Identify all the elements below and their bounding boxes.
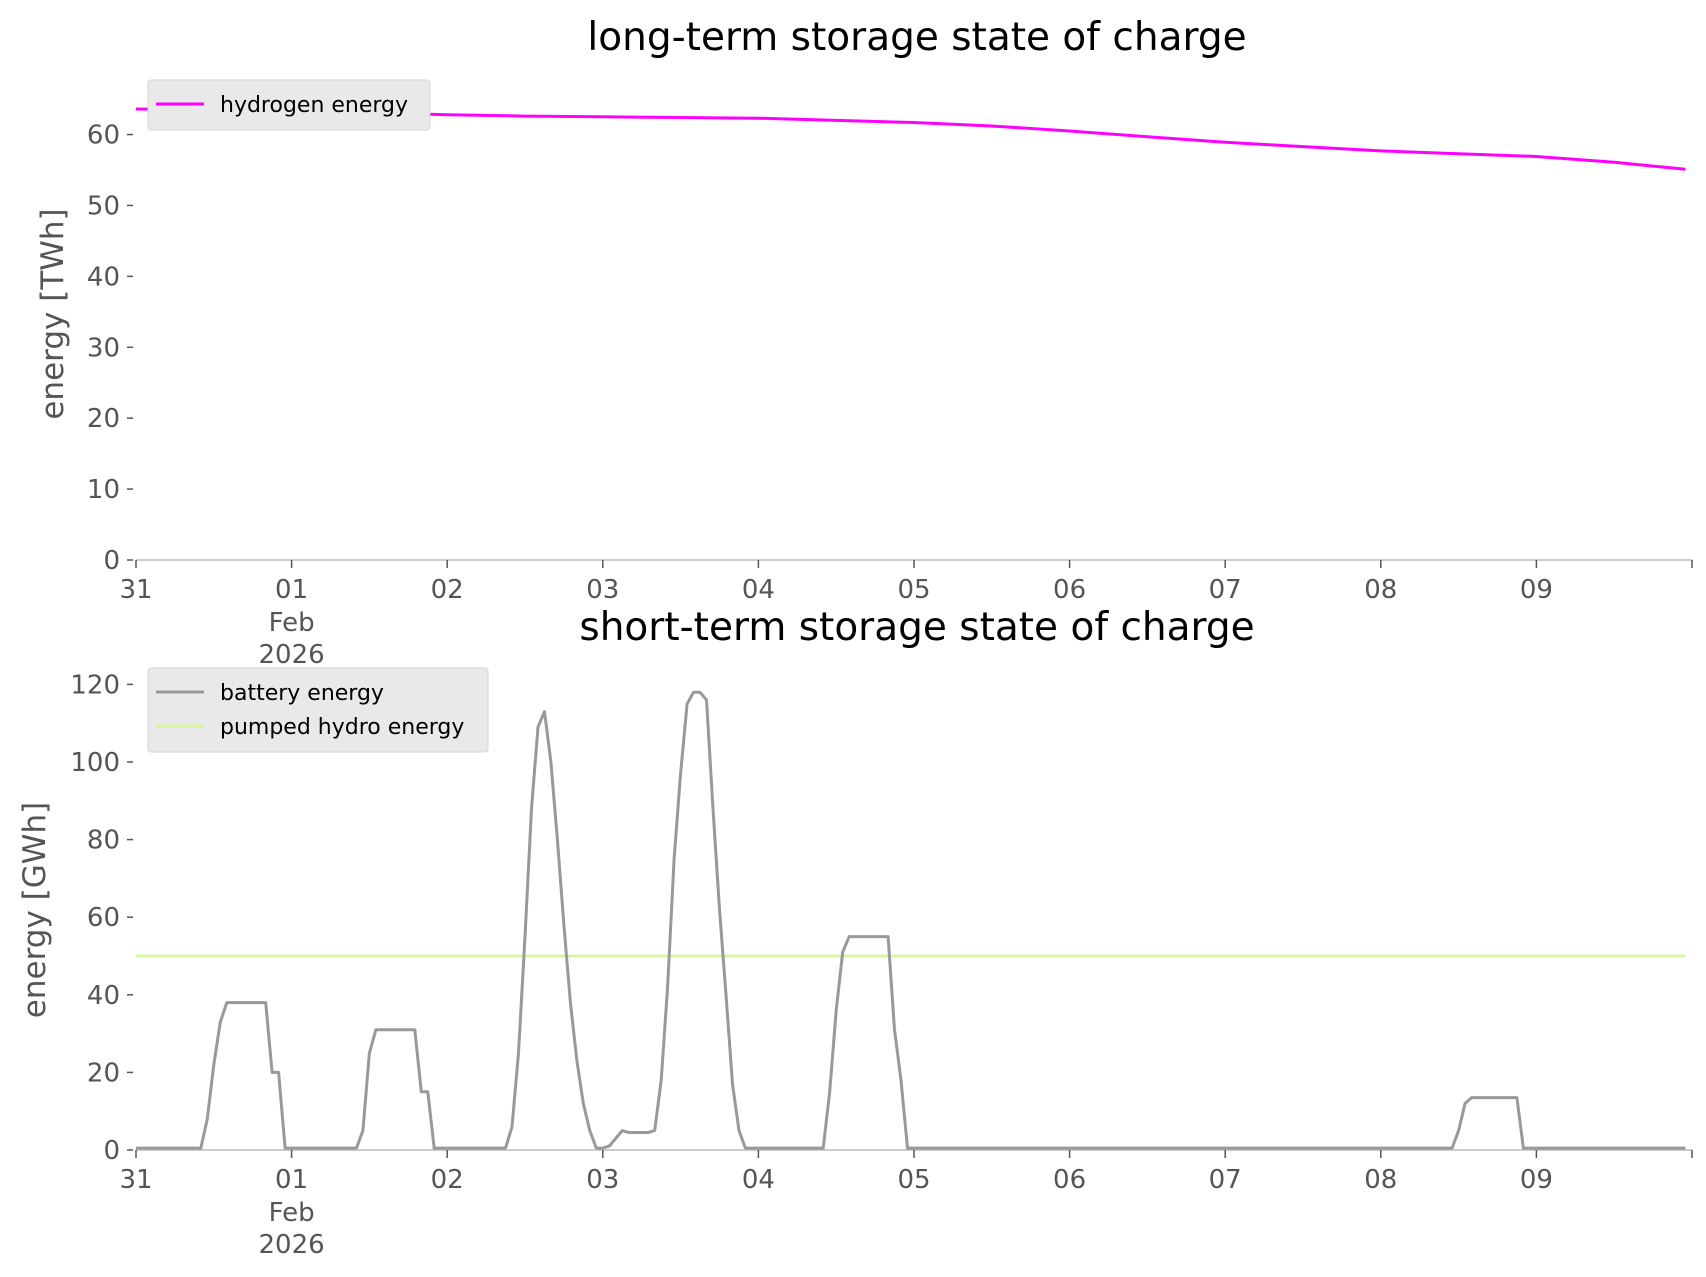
y-tick-label: 60 — [87, 903, 120, 933]
x-tick-label: 09 — [1520, 575, 1553, 605]
x-tick-label: 07 — [1209, 1165, 1242, 1195]
chart-title: short-term storage state of charge — [579, 605, 1254, 650]
x-tick-label: 05 — [897, 575, 930, 605]
x-tick-sublabel: Feb — [269, 1198, 315, 1228]
long-term-storage-chart: long-term storage state of charge energy… — [35, 15, 1693, 670]
x-tick-label: 31 — [119, 1165, 152, 1195]
y-tick-label: 100 — [70, 748, 120, 778]
chart-title: long-term storage state of charge — [587, 15, 1246, 60]
x-tick-label: 01 — [275, 1165, 308, 1195]
series-line-1 — [136, 690, 1686, 1150]
legend-box — [147, 667, 489, 753]
x-tick-label: 06 — [1053, 575, 1086, 605]
plot-lines — [135, 107, 1686, 171]
y-tick-label: 60 — [87, 121, 120, 151]
y-tick-label: 40 — [87, 981, 120, 1011]
x-tick-label: 03 — [586, 575, 619, 605]
legend-box — [147, 79, 431, 131]
legend: hydrogen energy — [147, 79, 431, 131]
x-tick-label: 04 — [742, 575, 775, 605]
legend-label: hydrogen energy — [220, 93, 408, 118]
x-tick-label: 31 — [119, 575, 152, 605]
y-axis-label: energy [GWh] — [17, 802, 53, 1018]
x-tick-label: 03 — [586, 1165, 619, 1195]
plot-lines — [136, 690, 1686, 1150]
y-tick-label: 30 — [87, 333, 120, 363]
x-tick-label: 02 — [431, 575, 464, 605]
x-tick-label: 09 — [1520, 1165, 1553, 1195]
x-tick-sublabel: 2026 — [259, 1230, 325, 1260]
x-tick-label: 01 — [275, 575, 308, 605]
short-term-storage-chart: short-term storage state of charge energ… — [17, 605, 1693, 1260]
x-tick-label: 08 — [1364, 1165, 1397, 1195]
x-tick-label: 05 — [897, 1165, 930, 1195]
y-tick-label: 80 — [87, 826, 120, 856]
y-tick-label: 50 — [87, 191, 120, 221]
y-tick-label: 0 — [103, 1136, 120, 1166]
y-tick-label: 20 — [87, 404, 120, 434]
x-tick-label: 06 — [1053, 1165, 1086, 1195]
y-tick-label: 10 — [87, 475, 120, 505]
x-tick-label: 04 — [742, 1165, 775, 1195]
y-axis-label: energy [TWh] — [35, 208, 71, 419]
legend: battery energy pumped hydro energy — [147, 667, 489, 753]
y-tick-label: 0 — [103, 546, 120, 576]
y-tick-label: 20 — [87, 1058, 120, 1088]
x-tick-sublabel: 2026 — [259, 640, 325, 670]
x-tick-label: 02 — [431, 1165, 464, 1195]
x-tick-label: 07 — [1209, 575, 1242, 605]
y-tick-label: 120 — [70, 670, 120, 700]
legend-label: battery energy — [220, 681, 384, 706]
x-tick-sublabel: Feb — [269, 608, 315, 638]
legend-label: pumped hydro energy — [220, 715, 464, 740]
x-tick-label: 08 — [1364, 575, 1397, 605]
y-tick-label: 40 — [87, 262, 120, 292]
series-line-1 — [135, 107, 1686, 171]
